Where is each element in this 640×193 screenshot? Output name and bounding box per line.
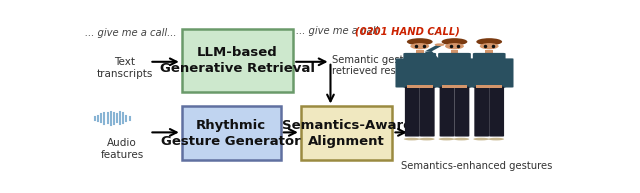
Text: Rhythmic: Rhythmic [196, 119, 266, 132]
Text: Semantic gesture
retrieved results: Semantic gesture retrieved results [332, 55, 420, 76]
FancyBboxPatch shape [182, 29, 293, 91]
FancyBboxPatch shape [420, 87, 435, 137]
Ellipse shape [488, 138, 504, 141]
FancyBboxPatch shape [476, 85, 502, 88]
FancyBboxPatch shape [474, 87, 489, 137]
FancyBboxPatch shape [396, 58, 408, 87]
FancyBboxPatch shape [182, 106, 281, 160]
Ellipse shape [438, 138, 454, 141]
Ellipse shape [445, 43, 464, 49]
FancyBboxPatch shape [405, 87, 420, 137]
Ellipse shape [480, 43, 499, 49]
Text: Semantics-enhanced gestures: Semantics-enhanced gestures [401, 161, 552, 171]
FancyBboxPatch shape [451, 50, 458, 54]
Ellipse shape [474, 138, 489, 141]
Text: ... give me a call: ... give me a call [296, 26, 381, 36]
Ellipse shape [407, 38, 433, 45]
FancyBboxPatch shape [442, 85, 467, 88]
Text: LLM-based: LLM-based [197, 46, 278, 59]
Text: ... give me a call...: ... give me a call... [85, 28, 177, 38]
Ellipse shape [419, 138, 435, 141]
FancyBboxPatch shape [502, 58, 513, 87]
Ellipse shape [476, 38, 502, 45]
FancyBboxPatch shape [416, 50, 424, 54]
FancyBboxPatch shape [473, 53, 506, 88]
FancyBboxPatch shape [301, 106, 392, 160]
FancyBboxPatch shape [432, 58, 444, 87]
Text: (0201 HAND CALL): (0201 HAND CALL) [355, 26, 460, 36]
Text: Text
transcripts: Text transcripts [97, 57, 153, 79]
FancyBboxPatch shape [489, 87, 504, 137]
FancyArrow shape [424, 51, 444, 65]
Text: Generative Retrieval: Generative Retrieval [160, 62, 315, 75]
FancyArrow shape [426, 45, 442, 52]
Ellipse shape [454, 138, 469, 141]
FancyBboxPatch shape [403, 53, 436, 88]
FancyBboxPatch shape [454, 87, 469, 137]
Ellipse shape [410, 43, 429, 49]
Text: Gesture Generator: Gesture Generator [161, 135, 301, 148]
Text: Audio
features: Audio features [100, 138, 144, 160]
Ellipse shape [435, 43, 445, 46]
FancyBboxPatch shape [407, 85, 433, 88]
Text: Alignment: Alignment [308, 135, 385, 148]
FancyBboxPatch shape [440, 87, 454, 137]
Ellipse shape [442, 38, 467, 45]
Text: Semantics-Aware: Semantics-Aware [282, 119, 412, 132]
Ellipse shape [404, 138, 420, 141]
FancyBboxPatch shape [485, 50, 493, 54]
Text: ...: ... [425, 26, 437, 36]
FancyBboxPatch shape [465, 58, 477, 87]
FancyBboxPatch shape [438, 53, 471, 88]
